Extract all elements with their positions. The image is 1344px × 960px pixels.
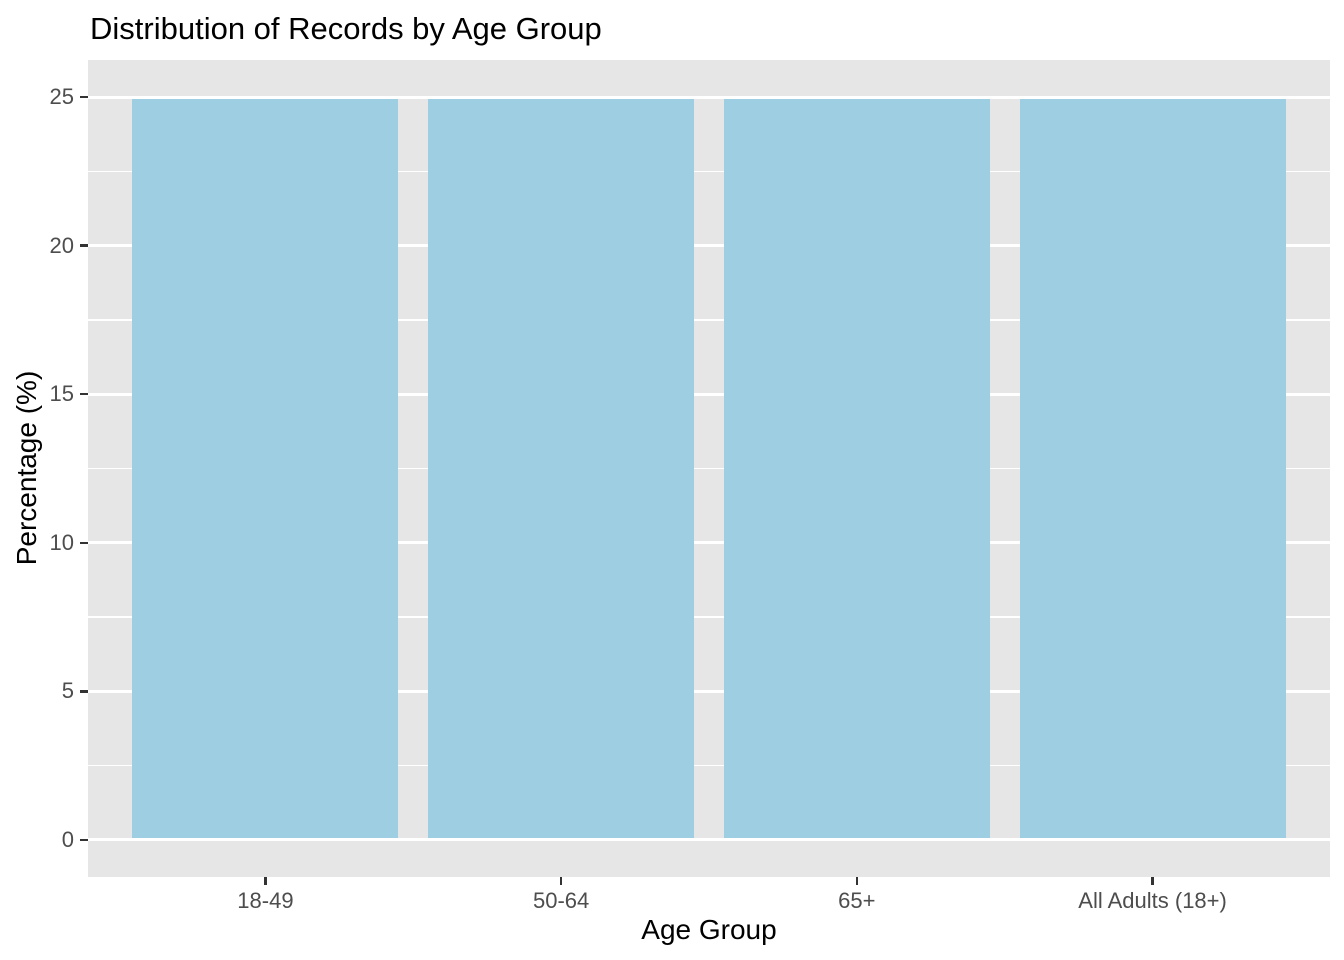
gridline-major [88,392,1330,396]
gridline-major [88,838,1330,842]
gridline-minor [88,467,1330,470]
gridline-minor [88,764,1330,767]
gridline-minor [88,616,1330,618]
y-tick-mark [80,244,88,247]
x-tick-mark [559,877,563,885]
x-tick-mark [855,877,859,885]
y-tick-mark [80,392,88,396]
y-tick-mark [80,838,88,842]
y-tick-mark [80,690,88,693]
y-tick-mark [80,541,88,545]
gridline-minor [88,319,1330,321]
gridline-major [88,689,1330,693]
gridline-major [88,244,1330,248]
x-axis-title: Age Group [641,914,777,945]
y-tick-label: 0 [61,826,74,852]
x-tick-label: All Adults (18+) [1078,888,1227,913]
y-tick-mark [80,95,88,99]
gridline-minor [88,170,1330,173]
x-tick-mark [264,877,267,885]
gridline-major [88,541,1330,545]
bar-all-adults-18- [1019,98,1286,839]
bar-18-49 [132,98,399,839]
x-tick-label: 50-64 [533,888,590,913]
gridline-major [88,95,1330,99]
x-tick-label: 65+ [838,888,876,913]
y-tick-label: 5 [61,678,74,704]
y-tick-label: 20 [49,232,74,258]
plot-panel [88,60,1330,877]
y-tick-label: 10 [49,529,74,555]
x-tick-mark [1151,877,1154,885]
y-tick-label: 15 [49,381,74,407]
bar-65- [723,98,990,839]
x-tick-label: 18-49 [237,888,294,913]
bar-50-64 [428,98,695,839]
y-tick-label: 25 [49,84,74,110]
chart-title: Distribution of Records by Age Group [90,11,602,46]
